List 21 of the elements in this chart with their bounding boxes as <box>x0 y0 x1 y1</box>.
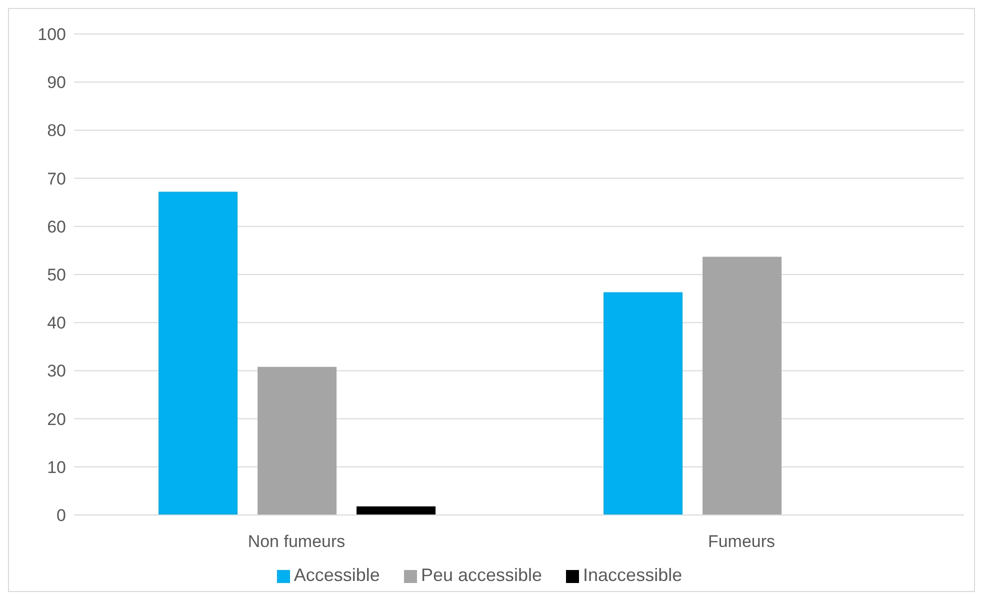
x-tick-label: Non fumeurs <box>248 532 346 552</box>
y-tick-label: 10 <box>47 458 66 477</box>
legend-label: Accessible <box>294 565 380 585</box>
y-tick-label: 70 <box>47 169 66 188</box>
x-tick-label: Fumeurs <box>708 532 776 552</box>
bar <box>258 366 337 515</box>
y-tick-label: 100 <box>38 25 66 44</box>
y-tick-label: 90 <box>47 73 66 92</box>
y-tick-label: 80 <box>47 121 66 140</box>
y-tick-label: 20 <box>47 410 66 429</box>
bar <box>604 292 683 515</box>
bar <box>158 192 238 515</box>
y-tick-label: 30 <box>47 362 66 381</box>
y-tick-label: 40 <box>47 314 66 333</box>
legend-label: Peu accessible <box>420 565 542 585</box>
y-tick-label: 60 <box>47 217 66 236</box>
legend-label: Inaccessible <box>583 565 682 585</box>
y-tick-label: 0 <box>56 506 66 526</box>
bar <box>702 256 782 515</box>
bar <box>356 506 436 515</box>
y-tick-label: 50 <box>47 266 66 285</box>
